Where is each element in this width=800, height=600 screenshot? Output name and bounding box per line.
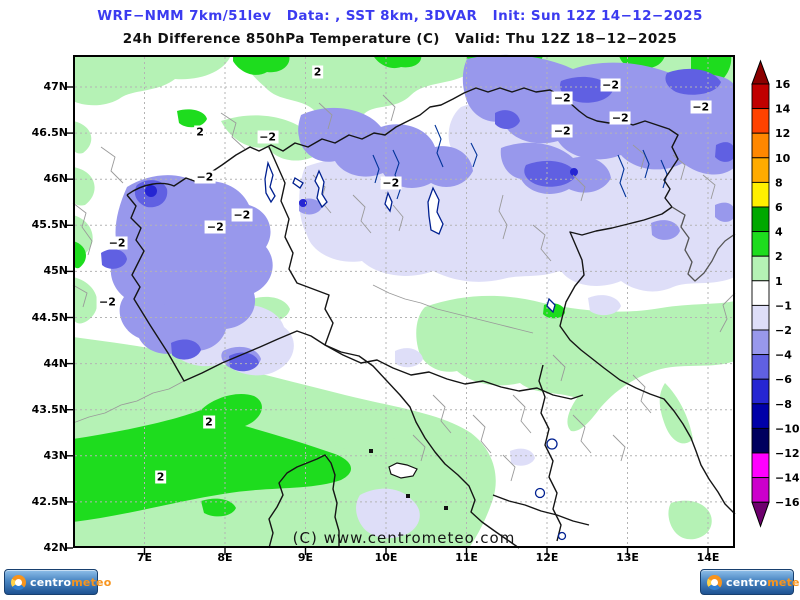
- colorbar-boundary-label: −8: [775, 398, 792, 411]
- colorbar-boundary-label: −6: [775, 373, 792, 386]
- colorbar-segment: [751, 477, 770, 503]
- colorbar-boundary-label: 2: [775, 250, 783, 263]
- lat-tick-label: 42.5N: [31, 494, 68, 508]
- colorbar-boundary-label: 6: [775, 201, 783, 214]
- colorbar-segment: [751, 108, 770, 134]
- lat-tick-label: 44N: [43, 356, 68, 370]
- islands: [369, 449, 448, 510]
- lat-tick-label: 43.5N: [31, 402, 68, 416]
- temperature-field-plus-2-4: [73, 55, 732, 522]
- logo-text-meteo: meteo: [71, 575, 112, 589]
- colorbar-boundary-label: 14: [775, 103, 791, 116]
- logo-text-meteo: meteo: [767, 575, 800, 589]
- lon-tick-label: 7E: [136, 551, 153, 564]
- lon-tick-label: 9E: [297, 551, 314, 564]
- colorbar-arrow-bottom: [751, 501, 770, 528]
- colorbar-segment: [751, 452, 770, 479]
- colorbar-segment: [751, 83, 770, 110]
- national-region-borders: [126, 87, 736, 549]
- colorbar-arrow-top: [751, 59, 770, 85]
- lat-tick-label: 46N: [43, 172, 68, 186]
- colorbar-segment: [751, 427, 770, 454]
- lat-tick-label: 45.5N: [31, 218, 68, 232]
- colorbar-segment: [751, 280, 770, 306]
- colorbar-boundary-label: −4: [775, 349, 792, 362]
- axis-ticks: [66, 86, 709, 555]
- colorbar-segment: [751, 403, 770, 429]
- colorbar-boundary-label: −2: [775, 324, 792, 337]
- colorbar-segment: [751, 157, 770, 183]
- colorbar-segment: [751, 354, 770, 380]
- lat-tick-label: 44.5N: [31, 310, 68, 324]
- lat-tick-label: 42N: [43, 541, 68, 554]
- lakes: [264, 160, 567, 541]
- centrometeo-logo-left[interactable]: centrometeo: [4, 569, 111, 595]
- colorbar-segment: [751, 378, 770, 405]
- colorbar: 16 14 12 10 8 6 4 2 1 −1 −2 −4 −6 −8 −10 −12 −14 −16: [751, 59, 800, 528]
- colorbar-segment: [751, 132, 770, 159]
- copyright-watermark: (C) www.centrometeo.com: [292, 529, 516, 547]
- colorbar-boundary-label: −16: [775, 496, 800, 509]
- province-borders: [72, 94, 736, 482]
- lon-tick-label: 12E: [535, 551, 559, 564]
- colorbar-segment: [751, 255, 770, 282]
- rivers: [372, 124, 668, 200]
- logo-wordmark: centrometeo: [726, 577, 800, 588]
- logo-text-centro: centro: [30, 575, 72, 589]
- colorbar-boundary-label: −14: [775, 472, 800, 485]
- colorbar-segment: [751, 181, 770, 208]
- lat-tick-label: 46.5N: [31, 126, 68, 140]
- lat-tick-label: 43N: [43, 448, 68, 462]
- logo-wordmark: centrometeo: [30, 577, 111, 588]
- logo-text-centro: centro: [726, 575, 768, 589]
- colorbar-segment: [751, 304, 770, 331]
- centrometeo-logo-right[interactable]: centrometeo: [700, 569, 800, 595]
- colorbar-boundary-label: 12: [775, 127, 790, 140]
- map-plot-area: 2 2 −2 −2 −2 −2 −2 −2 −2 −2 −2 −2 −2 −2 2 2: [66, 54, 736, 555]
- field-valid-title: 24h Difference 850hPa Temperature (C) Va…: [122, 31, 678, 47]
- colorbar-segment: [751, 206, 770, 233]
- lon-tick-label: 14E: [696, 551, 720, 564]
- centrometeo-swirl-icon: [707, 574, 722, 590]
- colorbar-boundary-label: 4: [775, 226, 783, 239]
- colorbar-boundary-label: −10: [775, 422, 800, 435]
- colorbar-boundary-label: −12: [775, 447, 800, 460]
- map-frame: [73, 55, 735, 548]
- colorbar-boundary-label: −1: [775, 299, 792, 312]
- lon-tick-label: 13E: [616, 551, 639, 564]
- lon-tick-label: 10E: [374, 551, 398, 564]
- map-svg: [66, 54, 736, 555]
- colorbar-boundary-label: 16: [775, 78, 791, 91]
- lat-lon-gridlines: [75, 57, 733, 546]
- colorbar-boundary-label: 10: [775, 152, 791, 165]
- lon-tick-label: 8E: [217, 551, 233, 564]
- colorbar-segment: [751, 231, 770, 257]
- model-init-title: WRF−NMM 7km/51lev Data: , SST 8km, 3DVAR…: [97, 8, 703, 24]
- colorbar-boundary-label: 8: [775, 176, 783, 189]
- centrometeo-swirl-icon: [11, 574, 26, 590]
- lat-tick-label: 47N: [43, 80, 68, 93]
- lat-tick-label: 45N: [43, 264, 68, 278]
- colorbar-segment: [751, 329, 770, 356]
- lon-tick-label: 11E: [455, 551, 478, 564]
- colorbar-boundary-label: 1: [775, 275, 783, 288]
